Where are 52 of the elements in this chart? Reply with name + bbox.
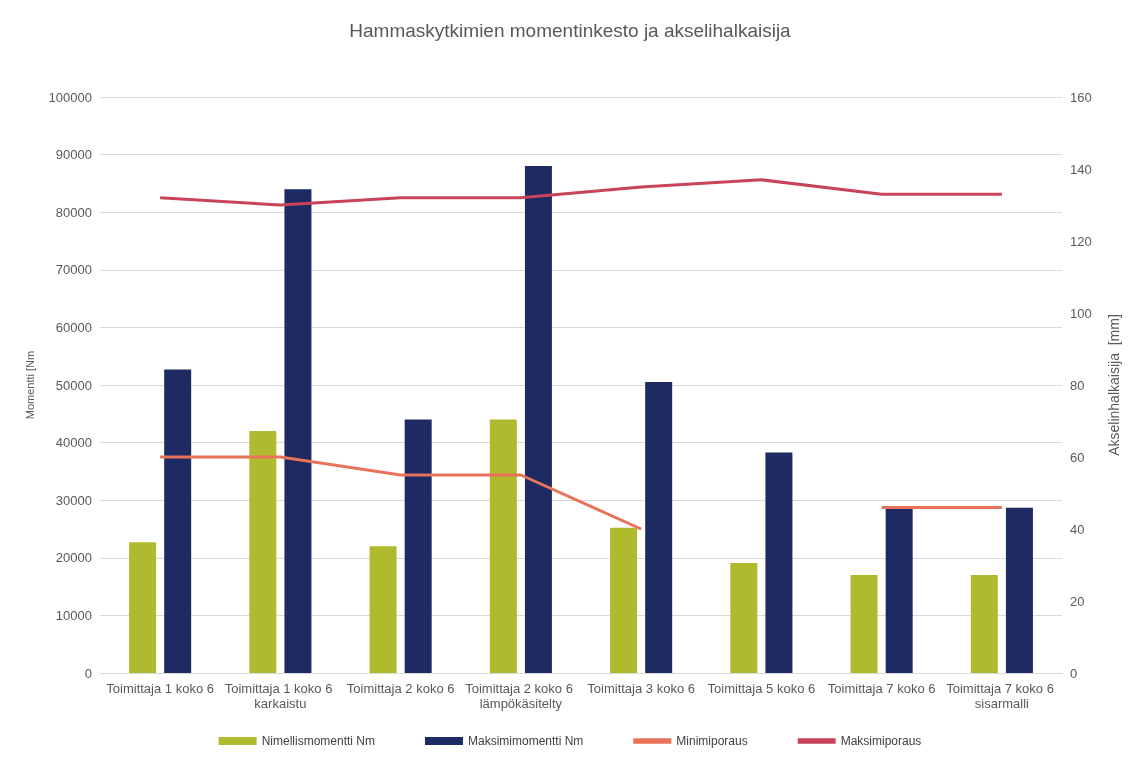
legend-label: Nimellismomentti Nm xyxy=(261,734,375,748)
x-tick-label: Toimittaja 2 koko 6 xyxy=(346,681,455,696)
bar xyxy=(885,507,913,673)
y-tick-label: 20000 xyxy=(55,550,92,566)
bar xyxy=(249,431,277,673)
bar xyxy=(1005,507,1033,673)
y-tick-label: 90000 xyxy=(55,147,92,163)
y2-tick-label: 100 xyxy=(1070,305,1092,321)
y2-tick-label: 0 xyxy=(1070,665,1078,681)
y-tick-label: 80000 xyxy=(55,204,92,220)
x-tick-label: Toimittaja 7 koko 6 sisarmalli xyxy=(946,681,1058,711)
y2-tick-label: 40 xyxy=(1070,521,1085,537)
legend-label: Minimiporaus xyxy=(676,734,748,748)
bar xyxy=(850,575,878,673)
bar xyxy=(730,562,758,673)
y-tick-label: 100000 xyxy=(48,89,92,105)
x-tick-label: Toimittaja 1 koko 6 xyxy=(106,681,214,696)
y-axis-title: Momentti [Nm xyxy=(23,350,36,420)
bar xyxy=(610,527,638,673)
x-tick-label: Toimittaja 5 koko 6 xyxy=(707,681,816,696)
bar xyxy=(129,542,157,673)
y-tick-label: 40000 xyxy=(55,435,92,451)
y2-tick-label: 20 xyxy=(1070,593,1085,609)
bar xyxy=(970,575,998,673)
bar xyxy=(765,452,793,673)
bar xyxy=(284,189,312,673)
legend-label: Maksimimomentti Nm xyxy=(467,734,584,748)
y2-tick-label: 140 xyxy=(1070,161,1092,177)
y-tick-label: 10000 xyxy=(55,607,92,623)
chart-title: Hammaskytkimien momentinkesto ja akselihalkaisija xyxy=(349,20,792,41)
bar xyxy=(524,166,552,673)
y-tick-label: 50000 xyxy=(55,377,92,393)
y-tick-label: 0 xyxy=(84,665,92,681)
x-tick-label: Toimittaja 7 koko 6 xyxy=(827,681,936,696)
x-tick-label: Toimittaja 3 koko 6 xyxy=(587,681,695,696)
bar xyxy=(164,369,192,673)
y2-tick-label: 160 xyxy=(1070,89,1092,105)
bar xyxy=(404,419,432,673)
x-tick-label: Toimittaja 2 koko 6 lämpökäsitelty xyxy=(465,681,577,711)
y2-tick-label: 80 xyxy=(1070,377,1085,393)
y-tick-label: 60000 xyxy=(55,319,92,335)
line-series xyxy=(158,178,1004,207)
y2-tick-label: 120 xyxy=(1070,233,1092,249)
y-tick-label: 70000 xyxy=(55,262,92,278)
x-tick-label: Toimittaja 1 koko 6 karkaistu xyxy=(224,681,337,711)
bar xyxy=(645,382,673,673)
y-tick-label: 30000 xyxy=(55,492,92,508)
bar xyxy=(489,419,517,673)
legend-label: Maksimiporaus xyxy=(840,734,922,748)
bar xyxy=(369,546,397,673)
y2-tick-label: 60 xyxy=(1070,449,1085,465)
y2-axis-title: Akselinhalkaisija [mm] xyxy=(1106,314,1122,456)
